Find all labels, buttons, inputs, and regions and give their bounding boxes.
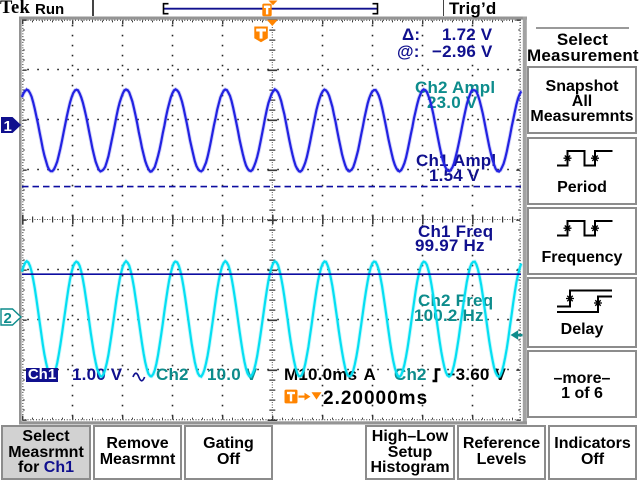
- svg-text:1: 1: [4, 118, 12, 135]
- svg-text:2: 2: [4, 310, 12, 327]
